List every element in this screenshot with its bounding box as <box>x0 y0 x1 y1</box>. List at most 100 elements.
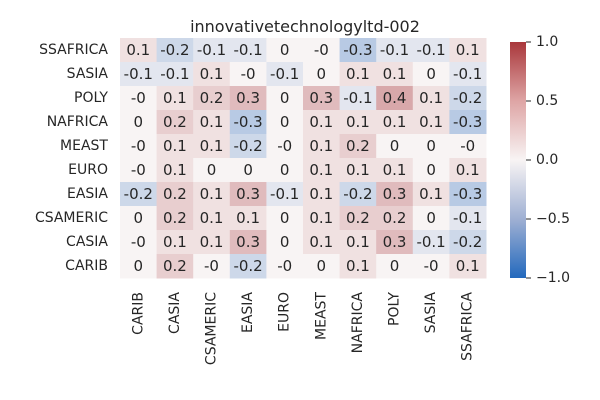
cell-value-label: -0 <box>314 41 329 59</box>
heatmap-cell <box>156 134 194 159</box>
cell-value-label: -0.2 <box>233 257 262 275</box>
heatmap-cell <box>193 158 231 183</box>
heatmap-cell <box>156 206 194 231</box>
cell-value-label: 0.2 <box>346 137 370 155</box>
heatmap-cell <box>193 86 231 111</box>
cell-value-label: -0.1 <box>380 41 409 59</box>
cell-value-label: 0 <box>390 137 400 155</box>
heatmap-cell <box>412 110 450 135</box>
heatmap-cell <box>229 62 267 87</box>
cell-value-label: 0.1 <box>346 65 370 83</box>
heatmap-cell <box>339 86 377 111</box>
cell-value-label: 0.1 <box>346 257 370 275</box>
heatmap-cell <box>376 110 414 135</box>
heatmap-cell <box>120 86 158 111</box>
heatmap-cell <box>120 158 158 183</box>
cell-value-label: -0.3 <box>453 113 482 131</box>
heatmap-cell <box>229 182 267 207</box>
colorbar: −1.0 −0.5 0.0 0.5 1.0 <box>510 34 570 286</box>
heatmap-cell <box>412 182 450 207</box>
cell-value-label: -0.1 <box>124 65 153 83</box>
cell-value-label: -0.2 <box>160 41 189 59</box>
cell-value-label: 0.1 <box>200 233 224 251</box>
cell-value-label: 0 <box>134 257 144 275</box>
cell-value-label: -0.1 <box>453 65 482 83</box>
heatmap-cell <box>376 206 414 231</box>
cell-value-label: -0.3 <box>453 185 482 203</box>
colorbar-ticks: −1.0 −0.5 0.0 0.5 1.0 <box>526 34 570 286</box>
cell-value-label: -0.1 <box>343 89 372 107</box>
cell-value-label: -0 <box>131 89 146 107</box>
heatmap-cell <box>449 62 487 87</box>
cell-value-label: 0.1 <box>236 209 260 227</box>
heatmap-cell <box>156 158 194 183</box>
heatmap-cell <box>303 86 341 111</box>
heatmap-cell <box>376 254 414 279</box>
chart-title: innovativetechnologyltd-002 <box>190 17 420 36</box>
heatmap-cell <box>193 254 231 279</box>
cell-value-label: 0 <box>426 137 436 155</box>
heatmap-cell <box>303 206 341 231</box>
heatmap-cell <box>120 110 158 135</box>
cell-value-label: 0.1 <box>456 161 480 179</box>
heatmap-cell <box>193 38 231 63</box>
heatmap-cell <box>339 158 377 183</box>
heatmap-cell <box>449 230 487 255</box>
heatmap-cell <box>193 206 231 231</box>
cell-value-label: 0.3 <box>236 185 260 203</box>
heatmap-cell <box>339 182 377 207</box>
cell-value-label: 0 <box>280 89 290 107</box>
cell-value-label: 0.1 <box>383 65 407 83</box>
cell-value-label: 0.1 <box>163 89 187 107</box>
cell-value-label: 0.1 <box>309 161 333 179</box>
cell-value-label: 0.2 <box>163 209 187 227</box>
cell-value-label: -0.1 <box>270 65 299 83</box>
cell-value-label: 0 <box>134 209 144 227</box>
column-label: EASIA <box>240 292 256 333</box>
heatmap-cell <box>303 254 341 279</box>
colorbar-gradient <box>510 42 526 278</box>
row-label: EURO <box>68 162 108 178</box>
cell-value-label: 0.2 <box>383 209 407 227</box>
column-label: MEAST <box>313 292 329 340</box>
heatmap-cell <box>376 134 414 159</box>
heatmap-cell <box>339 254 377 279</box>
heatmap-cell <box>449 86 487 111</box>
cell-value-label: -0.1 <box>416 233 445 251</box>
heatmap-cell <box>412 206 450 231</box>
cell-value-label: 0.1 <box>346 233 370 251</box>
heatmap-cell <box>156 254 194 279</box>
cell-value-label: 0.1 <box>309 185 333 203</box>
cell-value-label: -0 <box>131 161 146 179</box>
heatmap-cell <box>303 134 341 159</box>
heatmap-cell <box>303 38 341 63</box>
heatmap-cells: 0.1 -0.2 -0.1 -0.1 0 -0 -0.3 -0.1 -0.1 0.1 -0.1 -0.… <box>120 38 487 279</box>
heatmap-cell <box>339 230 377 255</box>
column-label: SSAFRICA <box>460 292 476 361</box>
heatmap-cell <box>376 38 414 63</box>
cell-value-label: 0.2 <box>163 257 187 275</box>
heatmap-cell <box>339 110 377 135</box>
heatmap-cell <box>266 182 304 207</box>
cell-value-label: 0.1 <box>163 137 187 155</box>
cell-value-label: 0.2 <box>200 89 224 107</box>
cell-value-label: -0.2 <box>343 185 372 203</box>
heatmap-cell <box>229 86 267 111</box>
cell-value-label: -0 <box>131 137 146 155</box>
heatmap-cell <box>120 254 158 279</box>
cell-value-label: -0.2 <box>233 137 262 155</box>
heatmap-cell <box>156 182 194 207</box>
cell-value-label: 0.4 <box>383 89 407 107</box>
heatmap-cell <box>266 206 304 231</box>
cell-value-label: 0.3 <box>383 233 407 251</box>
column-label: CSAMERIC <box>204 292 220 365</box>
cell-value-label: 0.1 <box>200 113 224 131</box>
heatmap-cell <box>412 230 450 255</box>
heatmap-cell <box>156 38 194 63</box>
row-label: MEAST <box>60 138 108 154</box>
cell-value-label: 0.1 <box>163 233 187 251</box>
heatmap-cell <box>229 230 267 255</box>
column-label: POLY <box>387 292 403 326</box>
cell-value-label: 0.1 <box>200 185 224 203</box>
cell-value-label: -0.3 <box>233 113 262 131</box>
